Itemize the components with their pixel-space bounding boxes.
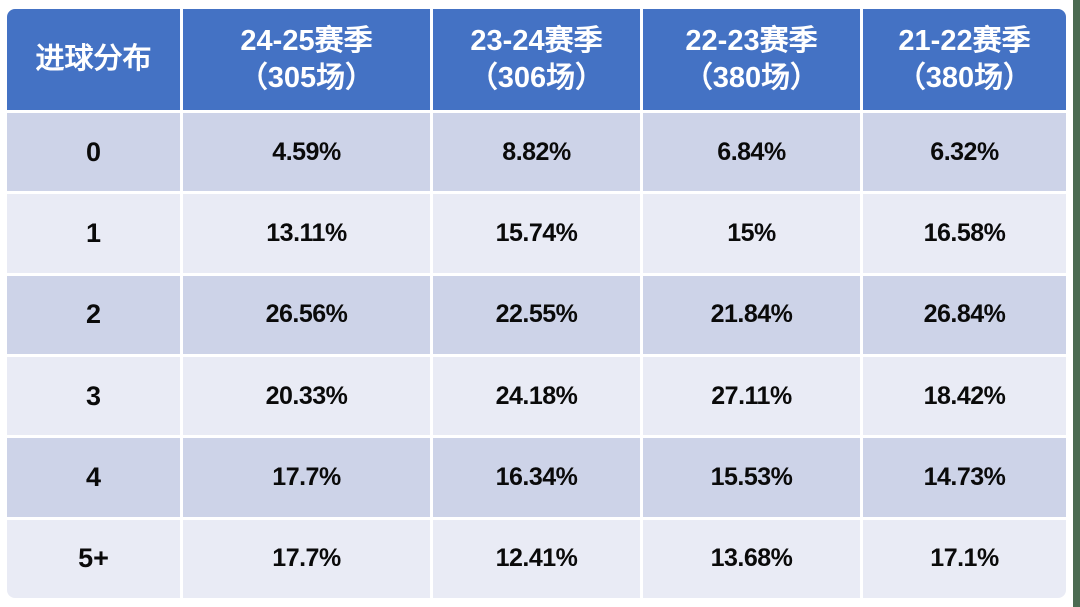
data-cell: 17.1% xyxy=(863,519,1066,598)
data-cell: 27.11% xyxy=(643,357,860,436)
header-cell-season-21-22: 21-22赛季 （380场） xyxy=(863,9,1066,110)
data-cell: 12.41% xyxy=(433,519,640,598)
data-cell: 6.32% xyxy=(863,113,1066,192)
data-cell: 16.58% xyxy=(863,194,1066,273)
row-label-4-goals: 4 xyxy=(7,438,180,517)
season-label: 22-23赛季 xyxy=(685,25,818,58)
data-cell: 13.11% xyxy=(183,194,430,273)
row-label-2-goals: 2 xyxy=(7,275,180,354)
data-cell: 8.82% xyxy=(433,113,640,192)
data-cell: 15% xyxy=(643,194,860,273)
right-edge-strip xyxy=(1073,0,1080,607)
games-count-label: （305场） xyxy=(238,61,375,94)
data-cell: 6.84% xyxy=(643,113,860,192)
data-cell: 24.18% xyxy=(433,357,640,436)
header-cell-goal-distribution: 进球分布 xyxy=(7,9,180,110)
data-cell: 26.56% xyxy=(183,275,430,354)
goal-distribution-table: 进球分布 24-25赛季 （305场） 23-24赛季 （306场） 22-23… xyxy=(7,9,1066,598)
header-cell-season-24-25: 24-25赛季 （305场） xyxy=(183,9,430,110)
data-cell: 18.42% xyxy=(863,357,1066,436)
row-label-3-goals: 3 xyxy=(7,357,180,436)
header-cell-season-22-23: 22-23赛季 （380场） xyxy=(643,9,860,110)
season-label: 23-24赛季 xyxy=(470,25,603,58)
data-cell: 15.74% xyxy=(433,194,640,273)
data-cell: 26.84% xyxy=(863,275,1066,354)
data-cell: 13.68% xyxy=(643,519,860,598)
header-cell-season-23-24: 23-24赛季 （306场） xyxy=(433,9,640,110)
header-label: 进球分布 xyxy=(35,43,152,76)
data-cell: 20.33% xyxy=(183,357,430,436)
data-cell: 15.53% xyxy=(643,438,860,517)
data-cell: 16.34% xyxy=(433,438,640,517)
games-count-label: （380场） xyxy=(896,61,1033,94)
season-label: 24-25赛季 xyxy=(240,25,373,58)
data-cell: 4.59% xyxy=(183,113,430,192)
games-count-label: （306场） xyxy=(468,61,605,94)
row-label-1-goal: 1 xyxy=(7,194,180,273)
row-label-5plus-goals: 5+ xyxy=(7,519,180,598)
data-cell: 22.55% xyxy=(433,275,640,354)
data-cell: 14.73% xyxy=(863,438,1066,517)
games-count-label: （380场） xyxy=(683,61,820,94)
season-label: 21-22赛季 xyxy=(898,25,1031,58)
data-cell: 17.7% xyxy=(183,438,430,517)
data-cell: 17.7% xyxy=(183,519,430,598)
data-cell: 21.84% xyxy=(643,275,860,354)
row-label-0-goals: 0 xyxy=(7,113,180,192)
